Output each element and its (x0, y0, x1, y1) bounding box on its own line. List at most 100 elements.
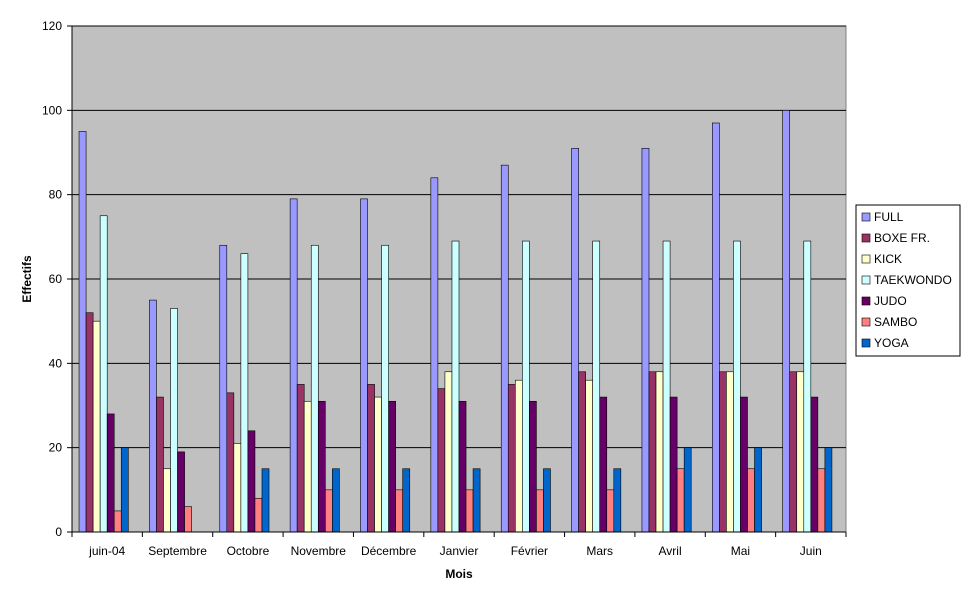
bar (247, 430, 256, 533)
bar (233, 443, 242, 533)
bar (240, 253, 249, 533)
legend-label: TAEKWONDO (874, 273, 952, 287)
bar (156, 396, 164, 533)
bar (824, 447, 833, 533)
bar (578, 371, 586, 533)
bar (514, 379, 523, 533)
bar (754, 447, 762, 533)
bar (402, 468, 411, 533)
bar (733, 240, 741, 533)
bar (177, 451, 185, 533)
bar (740, 396, 748, 533)
bar (317, 400, 326, 533)
bar (641, 147, 650, 533)
legend-box (855, 204, 961, 357)
bar (254, 497, 263, 533)
bar (395, 489, 404, 533)
x-tick-label: Mai (731, 544, 750, 558)
bar (226, 392, 235, 533)
x-tick-label: Septembre (148, 544, 207, 558)
bar (437, 388, 446, 533)
bar (648, 371, 657, 533)
bar (367, 384, 375, 533)
bar (78, 131, 87, 533)
legend: FULL BOXE FR. KICK TAEKWONDO JUDO SAMBO YOGA (855, 204, 961, 357)
bar (374, 396, 382, 533)
bar (803, 240, 812, 533)
bar (381, 244, 389, 533)
bar (106, 413, 115, 533)
legend-label: BOXE FR. (874, 231, 930, 245)
bar (810, 396, 819, 533)
bar (655, 371, 664, 533)
bar (458, 400, 467, 533)
bar (592, 240, 601, 533)
x-tick-label: Octobre (227, 544, 270, 558)
bar (522, 240, 530, 533)
y-tick-label: 100 (42, 103, 62, 117)
x-tick-label: Novembre (291, 544, 347, 558)
bar (120, 447, 129, 533)
x-tick-label: Juin (800, 544, 822, 558)
bar (261, 468, 270, 533)
bar (789, 371, 798, 533)
bar (571, 147, 579, 533)
x-tick-label: Mars (586, 544, 613, 558)
bar (747, 468, 755, 533)
bar (303, 400, 312, 533)
bar (99, 215, 108, 533)
bar (500, 164, 509, 533)
bar (219, 244, 228, 533)
bar (163, 468, 171, 533)
legend-swatch (861, 212, 871, 222)
bar (325, 489, 333, 533)
y-tick-label: 20 (49, 441, 63, 455)
bar (289, 198, 298, 533)
bar (332, 468, 340, 533)
bar (310, 244, 319, 533)
legend-swatch (861, 338, 871, 348)
bar (676, 468, 685, 533)
bar (726, 371, 734, 533)
bar (543, 468, 551, 533)
y-tick-label: 40 (49, 356, 63, 370)
legend-label: SAMBO (874, 315, 917, 329)
legend-swatch (861, 317, 871, 327)
legend-swatch (861, 296, 871, 306)
bar (719, 371, 727, 533)
y-tick-label: 0 (55, 525, 62, 539)
bar (507, 384, 516, 533)
bar (669, 396, 678, 533)
legend-label: YOGA (874, 336, 909, 350)
y-tick-label: 80 (49, 188, 63, 202)
x-tick-label: Avril (659, 544, 682, 558)
bar (782, 110, 791, 533)
bar (113, 510, 122, 533)
y-tick-label: 120 (42, 19, 62, 33)
y-tick-label: 60 (49, 272, 63, 286)
bar (536, 489, 544, 533)
x-tick-label: juin-04 (88, 544, 125, 558)
bar (149, 299, 157, 533)
y-axis-title: Effectifs (20, 255, 34, 303)
bar (360, 198, 368, 533)
bar (712, 122, 720, 533)
bar (430, 177, 439, 533)
x-tick-label: Janvier (440, 544, 479, 558)
bar (296, 384, 305, 533)
bar (444, 371, 453, 533)
bar (599, 396, 608, 533)
bar (613, 468, 622, 533)
legend-swatch (861, 275, 871, 285)
bar (170, 308, 178, 533)
legend-label: FULL (874, 210, 904, 224)
bar (472, 468, 481, 533)
bar (683, 447, 692, 533)
bar (606, 489, 615, 533)
bar (92, 320, 101, 533)
bar (817, 468, 826, 533)
bar (529, 400, 537, 533)
bar (451, 240, 460, 533)
